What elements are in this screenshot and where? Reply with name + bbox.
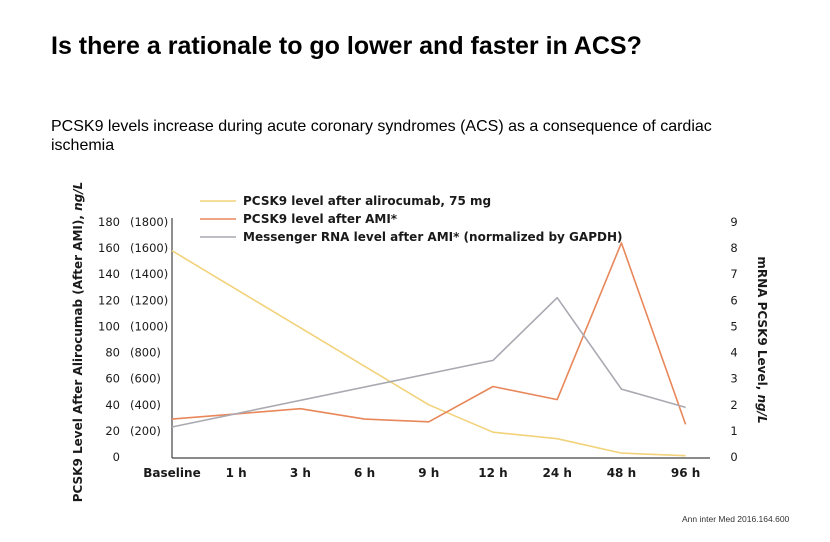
legend-label-3: Messenger RNA level after AMI* (normaliz… <box>243 230 622 244</box>
y-right-tick-label: 6 <box>730 293 737 307</box>
y-left-tick-label: 0 <box>113 450 120 464</box>
y-right-tick-label: 4 <box>730 346 737 360</box>
slide-title: Is there a rationale to go lower and fas… <box>51 32 642 60</box>
legend-label-1: PCSK9 level after alirocumab, 75 mg <box>243 194 491 208</box>
y-right-tick-label: 7 <box>730 267 737 281</box>
y-left-secondary-tick-label: (1800) <box>130 215 168 229</box>
y-left-tick-label: 180 <box>98 215 120 229</box>
y-right-tick-label: 8 <box>730 241 737 255</box>
y-right-tick-label: 3 <box>730 372 737 386</box>
x-tick-label: 1 h <box>226 466 247 480</box>
y-left-secondary-tick-label: (800) <box>130 346 161 360</box>
y-right-tick-label: 1 <box>730 424 737 438</box>
y-left-axis-title: PCSK9 Level After Alirocumab (After AMI)… <box>71 182 85 503</box>
x-tick-label: 6 h <box>354 466 375 480</box>
y-left-secondary-tick-label: (1000) <box>130 319 168 333</box>
x-tick-label: 3 h <box>290 466 311 480</box>
y-left-tick-label: 100 <box>98 319 120 333</box>
y-left-tick-label: 40 <box>105 398 120 412</box>
y-left-tick-label: 160 <box>98 241 120 255</box>
chart-axes: PCSK9 Level After Alirocumab (After AMI)… <box>71 182 769 503</box>
y-left-tick-label: 140 <box>98 267 120 281</box>
x-tick-label: Baseline <box>143 466 200 480</box>
citation: Ann inter Med 2016.164.600 <box>682 514 790 524</box>
chart-series <box>171 242 687 457</box>
y-left-tick-label: 80 <box>105 346 120 360</box>
y-right-tick-label: 9 <box>730 215 737 229</box>
y-left-axis-title-unit: ng/L <box>71 182 85 211</box>
y-left-secondary-tick-label: (1600) <box>130 241 168 255</box>
series-line-2 <box>171 242 687 425</box>
y-left-secondary-tick-label: (600) <box>130 372 161 386</box>
chart-legend: PCSK9 level after alirocumab, 75 mg PCSK9… <box>200 194 622 244</box>
series-line-1 <box>171 250 686 457</box>
y-left-secondary-tick-label: (1200) <box>130 293 168 307</box>
chart-ticks: 020 (200)40 (400)60 (600)80 (800)100 (1000)12… <box>98 215 738 480</box>
slide-subtitle: PCSK9 levels increase during acute coron… <box>51 118 712 154</box>
series-line-3 <box>171 296 686 428</box>
y-left-tick-label: 20 <box>105 424 120 438</box>
y-right-axis-title-unit: ng/L <box>755 394 769 423</box>
y-right-tick-label: 2 <box>730 398 737 412</box>
y-left-secondary-tick-label: (1400) <box>130 267 168 281</box>
legend-label-2: PCSK9 level after AMI* <box>243 212 398 226</box>
y-left-secondary-tick-label: (400) <box>130 398 161 412</box>
y-right-tick-label: 5 <box>730 319 737 333</box>
y-left-secondary-tick-label: (200) <box>130 424 161 438</box>
y-right-axis-title-text: mRNA PCSK9 Level, <box>755 256 769 394</box>
y-left-tick-label: 120 <box>98 293 120 307</box>
y-right-tick-label: 0 <box>730 450 737 464</box>
y-left-tick-label: 60 <box>105 372 120 386</box>
x-tick-label: 48 h <box>607 466 636 480</box>
x-tick-label: 12 h <box>478 466 507 480</box>
x-tick-label: 9 h <box>418 466 439 480</box>
y-right-axis-title: mRNA PCSK9 Level, ng/L <box>755 256 769 423</box>
x-tick-label: 24 h <box>542 466 571 480</box>
x-tick-label: 96 h <box>671 466 700 480</box>
y-left-axis-title-text: PCSK9 Level After Alirocumab (After AMI)… <box>71 211 85 502</box>
